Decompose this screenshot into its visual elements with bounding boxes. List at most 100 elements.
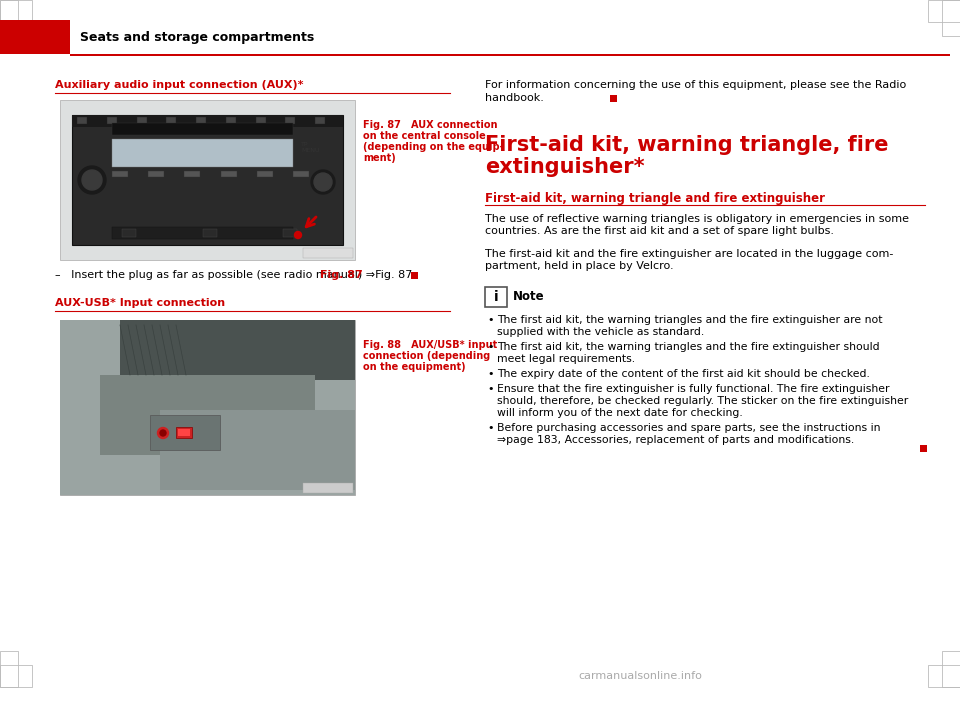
Text: ment): ment) bbox=[363, 153, 396, 163]
Text: B60-0285: B60-0285 bbox=[305, 249, 342, 258]
Text: •: • bbox=[487, 342, 493, 352]
Text: The first-aid kit and the fire extinguisher are located in the luggage com-: The first-aid kit and the fire extinguis… bbox=[485, 249, 894, 259]
Bar bbox=[60, 320, 355, 495]
Text: Fig. 88   AUX/USB* input: Fig. 88 AUX/USB* input bbox=[363, 340, 497, 350]
Bar bbox=[303, 248, 353, 258]
Text: Note: Note bbox=[513, 290, 544, 304]
Bar bbox=[150, 415, 220, 450]
Bar bbox=[72, 115, 343, 127]
Text: –   Insert the plug as far as possible (see radio manual) ⇒Fig. 87.: – Insert the plug as far as possible (se… bbox=[55, 270, 416, 280]
Text: Before purchasing accessories and spare parts, see the instructions in: Before purchasing accessories and spare … bbox=[497, 423, 880, 433]
Text: i: i bbox=[493, 290, 498, 304]
Bar bbox=[100, 375, 315, 455]
Circle shape bbox=[82, 170, 102, 190]
Text: on the central console: on the central console bbox=[363, 131, 486, 141]
Text: will inform you of the next date for checking.: will inform you of the next date for che… bbox=[497, 408, 743, 418]
Bar bbox=[411, 272, 418, 279]
Text: •: • bbox=[487, 369, 493, 379]
Text: First-aid kit, warning triangle and fire extinguisher: First-aid kit, warning triangle and fire… bbox=[485, 192, 825, 205]
Bar bbox=[196, 117, 206, 124]
Text: 124: 124 bbox=[17, 28, 53, 46]
Text: (depending on the equip-: (depending on the equip- bbox=[363, 142, 504, 152]
Bar bbox=[0, 651, 18, 687]
Bar bbox=[122, 229, 136, 237]
Text: ⇒page 183, Accessories, replacement of parts and modifications.: ⇒page 183, Accessories, replacement of p… bbox=[497, 435, 854, 445]
Text: •: • bbox=[487, 423, 493, 433]
Bar bbox=[120, 320, 355, 380]
Text: RADIO: RADIO bbox=[118, 142, 138, 147]
Text: The first aid kit, the warning triangles and the fire extinguisher are not: The first aid kit, the warning triangles… bbox=[497, 315, 882, 325]
Text: MENU: MENU bbox=[301, 148, 320, 153]
Bar bbox=[920, 445, 927, 452]
Text: on the equipment): on the equipment) bbox=[363, 362, 466, 372]
Circle shape bbox=[157, 428, 169, 439]
Text: Fig. 87: Fig. 87 bbox=[320, 270, 363, 280]
Bar bbox=[226, 117, 236, 124]
Text: Auxiliary audio input connection (AUX)*: Auxiliary audio input connection (AUX)* bbox=[55, 80, 303, 90]
Bar bbox=[70, 54, 950, 55]
Bar bbox=[257, 171, 273, 177]
Bar bbox=[221, 171, 236, 177]
Bar bbox=[928, 665, 960, 687]
Bar bbox=[285, 117, 296, 124]
Bar bbox=[283, 229, 297, 237]
Text: handbook.: handbook. bbox=[485, 93, 544, 103]
FancyArrowPatch shape bbox=[306, 217, 316, 227]
Text: Seats and storage compartments: Seats and storage compartments bbox=[80, 31, 314, 43]
Bar bbox=[293, 171, 309, 177]
Text: •: • bbox=[487, 315, 493, 325]
Text: Ensure that the fire extinguisher is fully functional. The fire extinguisher: Ensure that the fire extinguisher is ful… bbox=[497, 384, 890, 394]
Circle shape bbox=[311, 170, 335, 194]
Bar bbox=[136, 117, 147, 124]
Text: supplied with the vehicle as standard.: supplied with the vehicle as standard. bbox=[497, 327, 705, 337]
Bar bbox=[0, 20, 70, 54]
Bar bbox=[255, 117, 266, 124]
Text: connection (depending: connection (depending bbox=[363, 351, 491, 361]
Bar bbox=[184, 171, 201, 177]
Bar bbox=[77, 117, 87, 124]
Bar bbox=[166, 117, 177, 124]
Bar bbox=[203, 229, 217, 237]
Text: Fig. 87   AUX connection: Fig. 87 AUX connection bbox=[363, 120, 497, 130]
Bar bbox=[0, 0, 18, 36]
Bar bbox=[176, 427, 192, 438]
Text: TP: TP bbox=[301, 142, 308, 147]
Bar bbox=[942, 651, 960, 687]
Text: carmanualsonline.info: carmanualsonline.info bbox=[578, 671, 702, 681]
Bar bbox=[315, 117, 325, 124]
Text: The expiry date of the content of the first aid kit should be checked.: The expiry date of the content of the fi… bbox=[497, 369, 870, 379]
Text: MEDIA: MEDIA bbox=[118, 148, 138, 153]
Bar bbox=[107, 117, 117, 124]
Bar bbox=[148, 171, 164, 177]
Bar bbox=[0, 665, 32, 687]
Bar bbox=[942, 0, 960, 36]
Bar bbox=[60, 100, 355, 260]
Text: should, therefore, be checked regularly. The sticker on the fire extinguisher: should, therefore, be checked regularly.… bbox=[497, 396, 908, 406]
Text: meet legal requirements.: meet legal requirements. bbox=[497, 354, 636, 364]
Circle shape bbox=[160, 430, 166, 436]
Text: The first aid kit, the warning triangles and the fire extinguisher should: The first aid kit, the warning triangles… bbox=[497, 342, 879, 352]
Bar bbox=[303, 483, 353, 493]
Bar bbox=[112, 123, 293, 135]
Text: AUX-USB* Input connection: AUX-USB* Input connection bbox=[55, 298, 226, 308]
Bar bbox=[178, 429, 190, 436]
Text: countries. As are the first aid kit and a set of spare light bulbs.: countries. As are the first aid kit and … bbox=[485, 226, 834, 236]
Text: •: • bbox=[487, 384, 493, 394]
Bar bbox=[60, 320, 355, 495]
Text: B60-0110: B60-0110 bbox=[305, 484, 342, 493]
Circle shape bbox=[78, 166, 106, 194]
Text: For information concerning the use of this equipment, please see the Radio: For information concerning the use of th… bbox=[485, 80, 906, 90]
Text: partment, held in place by Velcro.: partment, held in place by Velcro. bbox=[485, 261, 674, 271]
Bar bbox=[72, 115, 343, 245]
Text: The use of reflective warning triangles is obligatory in emergencies in some: The use of reflective warning triangles … bbox=[485, 214, 909, 224]
Bar bbox=[0, 0, 32, 22]
Circle shape bbox=[295, 231, 301, 238]
Bar bbox=[610, 95, 617, 102]
Bar bbox=[112, 171, 128, 177]
Text: PASSENGER  AUX: PASSENGER AUX bbox=[197, 231, 245, 236]
Circle shape bbox=[314, 173, 332, 191]
Bar bbox=[928, 0, 960, 22]
Bar bbox=[485, 287, 507, 307]
Bar bbox=[160, 410, 355, 490]
Bar bbox=[112, 227, 293, 239]
